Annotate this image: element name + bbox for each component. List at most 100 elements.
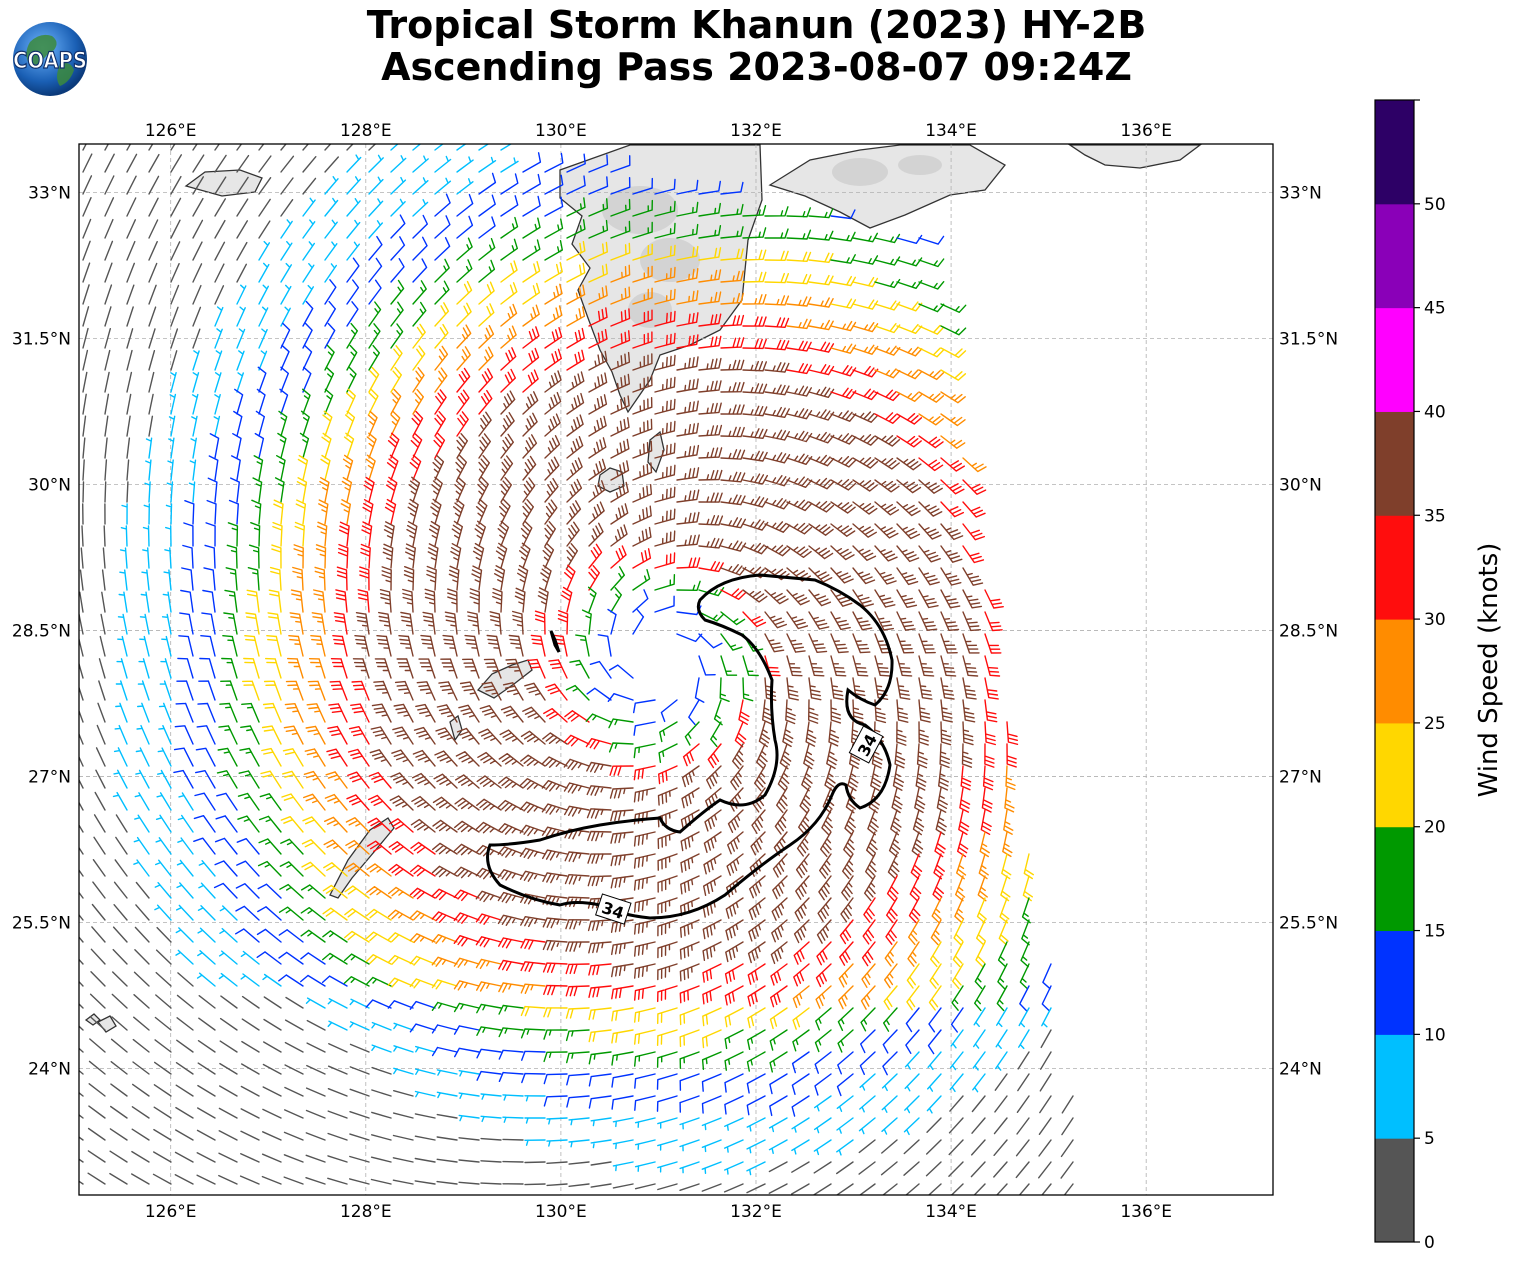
- wind-barb: [436, 704, 458, 723]
- wind-barb: [815, 963, 832, 988]
- wind-barb: [852, 365, 879, 378]
- wind-barb: [500, 347, 517, 371]
- wind-barb: [791, 1139, 810, 1155]
- lat-tick-label-left: 25.5°N: [12, 914, 71, 934]
- wind-barb: [742, 316, 767, 327]
- wind-barb: [950, 1007, 964, 1033]
- wind-barb: [92, 881, 106, 899]
- wind-barb: [79, 778, 84, 789]
- wind-barb: [654, 332, 676, 349]
- wind-barb: [874, 479, 900, 493]
- wind-barb: [104, 153, 115, 173]
- terrain-shade: [640, 238, 700, 282]
- wind-barb: [148, 197, 159, 217]
- wind-barb: [588, 372, 608, 393]
- wind-barb: [928, 985, 942, 1011]
- wind-barb: [190, 437, 197, 459]
- wind-barb: [728, 787, 744, 812]
- wind-barb: [144, 481, 151, 503]
- wind-barb: [412, 236, 428, 261]
- wind-barb: [764, 452, 791, 464]
- wind-barb: [994, 1073, 1008, 1091]
- wind-barb: [79, 868, 84, 877]
- wind-barb: [476, 981, 502, 992]
- wind-barb: [786, 207, 811, 218]
- wind-barb: [219, 1040, 238, 1053]
- wind-barb: [830, 410, 857, 422]
- wind-barb: [782, 721, 794, 748]
- wind-barb: [295, 499, 307, 525]
- wind-barb: [392, 1179, 414, 1185]
- wind-barb: [414, 1113, 436, 1119]
- wind-barb: [434, 144, 444, 151]
- wind-barb: [269, 566, 282, 591]
- wind-barb: [116, 658, 128, 679]
- wind-barb: [748, 919, 766, 942]
- wind-barb: [360, 543, 371, 569]
- wind-barb: [236, 144, 243, 151]
- wind-barb: [940, 369, 967, 381]
- wind-barb: [544, 152, 564, 173]
- wind-barb: [142, 547, 150, 569]
- wind-barb: [588, 1007, 612, 1021]
- wind-barb: [197, 702, 216, 723]
- wind-barb: [720, 426, 745, 438]
- wind-barb: [133, 836, 150, 855]
- wind-barb: [519, 824, 546, 837]
- wind-barb: [258, 815, 282, 833]
- wind-barb: [161, 613, 172, 635]
- wind-barb: [962, 611, 981, 632]
- lat-tick-label-left: 24°N: [28, 1059, 71, 1079]
- wind-barb: [588, 219, 609, 239]
- wind-barb: [408, 476, 421, 503]
- wind-barb: [657, 1161, 678, 1173]
- wind-barb: [498, 1004, 524, 1015]
- wind-barb: [940, 479, 965, 495]
- wind-barb: [676, 422, 699, 437]
- wind-barb: [654, 310, 676, 327]
- wind-barb: [258, 306, 269, 327]
- wind-barb: [218, 950, 238, 965]
- wind-barb: [376, 635, 392, 657]
- wind-barb: [962, 699, 976, 723]
- wind-barb: [884, 963, 898, 989]
- wind-barb: [311, 612, 326, 635]
- wind-barb: [771, 897, 788, 921]
- wind-barb: [903, 1161, 920, 1176]
- wind-barb: [684, 721, 700, 746]
- wind-barb: [581, 609, 592, 635]
- wind-barb: [808, 567, 833, 583]
- wind-barb: [365, 999, 392, 1009]
- wind-barb: [500, 705, 524, 723]
- wind-barb: [566, 1095, 590, 1108]
- wind-barb: [786, 476, 813, 488]
- wind-barb: [814, 1029, 832, 1053]
- wind-barb: [305, 997, 326, 1009]
- wind-barb: [1017, 1073, 1030, 1092]
- wind-barb: [786, 273, 812, 285]
- wind-barb: [632, 589, 649, 613]
- wind-barb: [764, 362, 790, 373]
- wind-barb: [476, 1048, 502, 1059]
- lon-tick-label-bottom: 134°E: [925, 1202, 977, 1222]
- wind-barb: [634, 1117, 656, 1128]
- wind-barb: [239, 747, 260, 767]
- wind-barb: [301, 861, 326, 877]
- wind-barb: [480, 1137, 502, 1141]
- wind-barb: [502, 1116, 524, 1123]
- wind-barb: [656, 1073, 678, 1090]
- wind-barb: [632, 462, 653, 481]
- wind-barb: [250, 522, 261, 547]
- wind-barb: [456, 324, 472, 349]
- wind-barb: [742, 428, 768, 439]
- wind-barb: [984, 677, 999, 700]
- wind-barb: [792, 1029, 810, 1052]
- wind-barb: [368, 154, 384, 173]
- wind-barb: [265, 657, 282, 679]
- wind-barb: [656, 1051, 678, 1068]
- wind-barb: [389, 795, 414, 811]
- wind-barb: [824, 765, 836, 792]
- wind-barb: [321, 975, 348, 987]
- wind-barb: [742, 450, 768, 462]
- wind-barb: [494, 565, 506, 591]
